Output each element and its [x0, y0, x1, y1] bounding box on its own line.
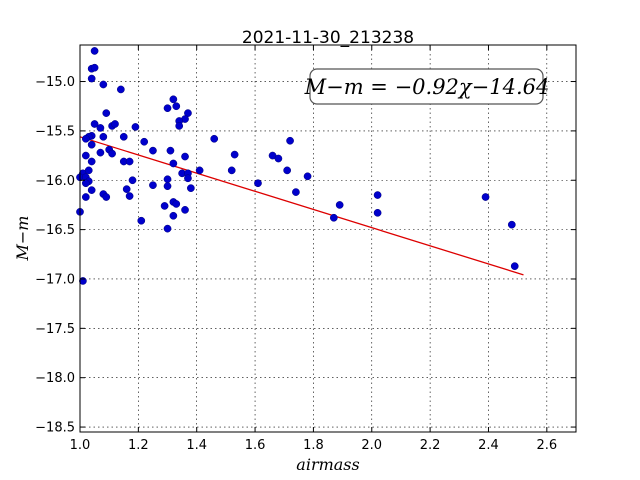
data-point — [163, 224, 172, 233]
data-point — [166, 146, 175, 155]
data-point — [102, 109, 111, 117]
data-point — [87, 186, 96, 194]
fit-line — [79, 136, 524, 276]
data-point — [81, 134, 90, 143]
x-tick-label: 1.6 — [245, 438, 266, 453]
fit-line-group — [79, 136, 524, 276]
data-point — [335, 201, 344, 209]
data-point — [84, 166, 93, 175]
x-tick-label: 1.8 — [303, 438, 324, 453]
data-point — [119, 132, 128, 141]
data-point — [172, 200, 181, 208]
data-point — [373, 191, 382, 199]
data-points — [76, 47, 519, 285]
data-point — [373, 208, 382, 217]
annotation-box — [309, 68, 544, 105]
data-point — [81, 193, 90, 201]
data-point — [108, 149, 116, 158]
data-point — [169, 95, 178, 104]
data-point — [210, 134, 219, 143]
data-point — [227, 166, 236, 175]
data-point — [160, 202, 169, 210]
x-tick-label: 2.0 — [361, 438, 382, 453]
data-point — [137, 216, 146, 225]
data-point — [125, 157, 134, 166]
data-point — [125, 192, 134, 200]
data-point — [507, 220, 516, 229]
x-tick-label: 1.0 — [70, 438, 91, 453]
data-point — [187, 184, 195, 193]
y-tick-label: −15.0 — [35, 75, 75, 90]
y-tick-label: −18.0 — [35, 371, 75, 386]
data-point — [292, 188, 300, 196]
data-point — [163, 104, 172, 113]
x-tick-label: 1.4 — [186, 438, 207, 453]
data-point — [81, 179, 90, 188]
chart-title: 2021-11-30_213238 — [242, 28, 414, 48]
fit-annotation: M−m = −0.92χ−14.64 — [304, 68, 550, 105]
data-point — [87, 157, 96, 166]
x-tick-label: 2.4 — [478, 438, 499, 453]
data-point — [131, 123, 140, 131]
data-point — [172, 102, 181, 111]
grid — [80, 45, 576, 432]
plot-frame — [79, 44, 577, 433]
y-tick-label: −16.0 — [35, 174, 75, 189]
data-point — [140, 137, 149, 146]
data-point — [274, 154, 283, 163]
data-point — [163, 182, 172, 191]
x-tick-label: 2.6 — [536, 438, 557, 453]
annotation-text: M−m = −0.92χ−14.64 — [304, 75, 550, 99]
data-point — [195, 166, 204, 175]
x-axis-label: airmass — [296, 455, 359, 474]
data-point — [122, 185, 131, 193]
y-tick-label: −16.5 — [35, 223, 75, 238]
axis-ticks: 1.0 1.2 1.4 1.6 1.8 2.0 2.2 2.4 2.6 −15.0 −15.5 −16… — [35, 45, 576, 453]
data-point — [230, 150, 239, 159]
data-point — [329, 213, 338, 222]
data-point — [102, 193, 111, 201]
data-point — [81, 151, 90, 160]
data-point — [96, 124, 105, 132]
data-point — [96, 148, 105, 157]
data-point — [128, 176, 137, 185]
data-point — [175, 122, 184, 130]
y-tick-label: −17.0 — [35, 272, 75, 287]
data-point — [99, 80, 108, 89]
data-point — [303, 172, 312, 181]
data-point — [286, 136, 294, 145]
data-point — [254, 179, 262, 188]
data-point — [163, 175, 172, 184]
data-point — [87, 74, 96, 83]
x-tick-label: 2.2 — [420, 438, 441, 453]
data-point — [169, 211, 178, 220]
data-point — [116, 85, 125, 94]
data-point — [184, 174, 192, 183]
data-point — [510, 262, 519, 270]
data-point — [149, 146, 157, 155]
data-point — [283, 166, 292, 175]
data-point — [90, 47, 99, 55]
data-point — [181, 152, 189, 161]
data-point — [90, 63, 99, 72]
data-point — [181, 206, 189, 214]
y-tick-label: −15.5 — [35, 124, 75, 139]
y-axis-label: M−m — [13, 216, 32, 262]
data-point — [99, 132, 108, 141]
data-point — [90, 120, 99, 128]
y-tick-label: −18.5 — [35, 421, 75, 436]
x-tick-label: 1.2 — [128, 438, 149, 453]
y-tick-label: −17.5 — [35, 322, 75, 337]
data-point — [169, 159, 178, 168]
data-point — [87, 140, 96, 149]
data-point — [481, 193, 490, 201]
data-point — [149, 181, 157, 190]
data-point — [111, 120, 119, 128]
